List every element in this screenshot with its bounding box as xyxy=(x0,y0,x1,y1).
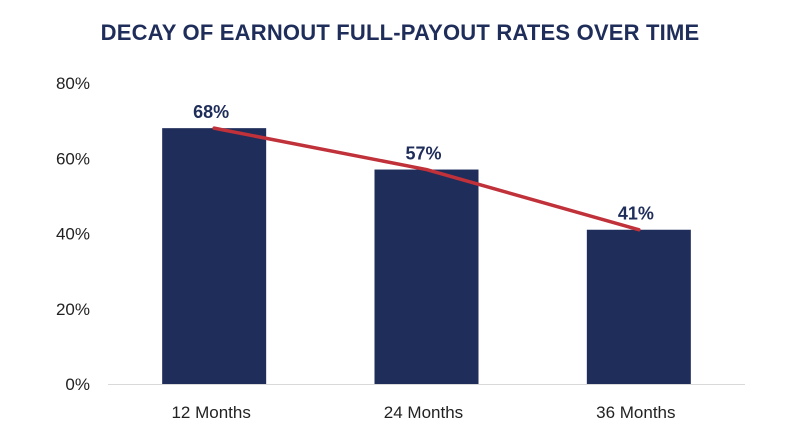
trend-line xyxy=(212,126,641,232)
data-labels: 68% 57% 41% xyxy=(193,102,654,224)
y-axis-ticks: 0% 20% 40% 60% 80% xyxy=(56,74,90,394)
x-tick-label: 12 Months xyxy=(171,403,250,422)
bars xyxy=(162,128,691,384)
x-axis-ticks: 12 Months 24 Months 36 Months xyxy=(171,403,675,422)
trend-line-layer xyxy=(212,126,641,232)
x-tick-label: 24 Months xyxy=(384,403,463,422)
chart-title: DECAY OF EARNOUT FULL-PAYOUT RATES OVER … xyxy=(100,20,700,45)
y-tick-label: 0% xyxy=(65,375,90,394)
y-tick-label: 20% xyxy=(56,300,90,319)
data-label: 68% xyxy=(193,102,229,122)
y-tick-label: 60% xyxy=(56,149,90,168)
bar xyxy=(162,128,267,384)
y-tick-label: 40% xyxy=(56,225,90,244)
x-tick-label: 36 Months xyxy=(596,403,675,422)
bar xyxy=(586,229,691,384)
y-tick-label: 80% xyxy=(56,74,90,93)
data-label: 57% xyxy=(405,144,441,164)
data-label: 41% xyxy=(618,204,654,224)
bar xyxy=(374,169,479,384)
